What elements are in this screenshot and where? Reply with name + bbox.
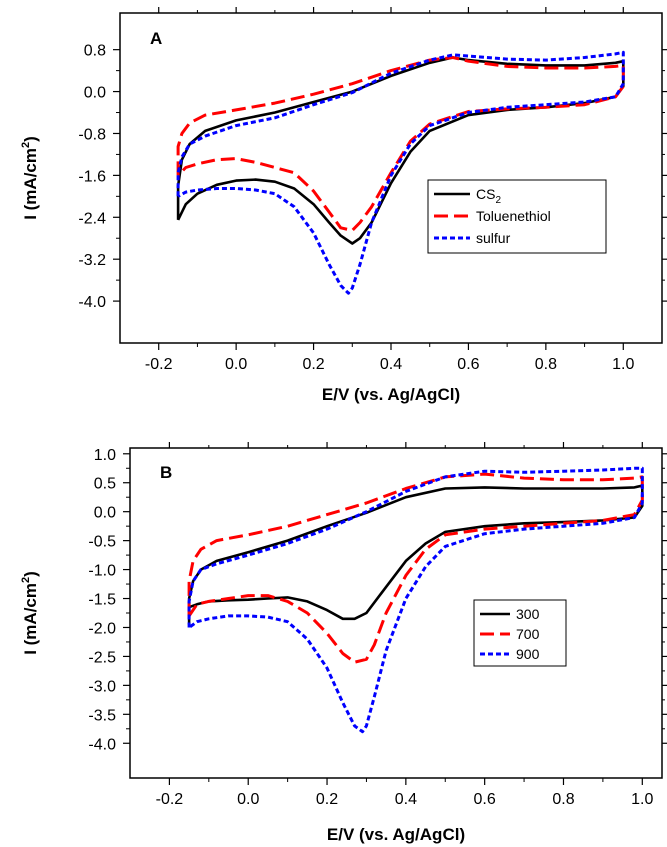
y-axis-title: I (mA/cm2) bbox=[20, 136, 40, 220]
plot-frame bbox=[129, 447, 663, 779]
series-line-2 bbox=[187, 472, 644, 664]
panel-label: A bbox=[150, 29, 162, 48]
y-tick-label: -4.0 bbox=[78, 294, 106, 311]
x-tick-label: 0.8 bbox=[552, 791, 574, 808]
y-tick-label: 0.0 bbox=[94, 505, 116, 522]
series-line-1 bbox=[187, 484, 644, 625]
y-tick-label: -2.4 bbox=[78, 210, 106, 227]
x-tick-label: 0.0 bbox=[225, 356, 247, 373]
y-tick-label: -3.0 bbox=[88, 678, 116, 695]
y-tick-label: -2.0 bbox=[88, 620, 116, 637]
y-tick-label: 0.5 bbox=[94, 476, 116, 493]
x-tick-label: 0.6 bbox=[457, 356, 479, 373]
series-line-1 bbox=[176, 56, 625, 245]
x-tick-label: -0.2 bbox=[156, 791, 184, 808]
x-tick-label: 0.4 bbox=[380, 356, 402, 373]
x-tick-label: 0.8 bbox=[535, 356, 557, 373]
y-tick-label: -0.5 bbox=[88, 534, 116, 551]
legend: 300 700 900 bbox=[473, 599, 567, 667]
legend-label: CS2 bbox=[476, 186, 501, 206]
y-tick-label: -4.0 bbox=[88, 736, 116, 753]
y-tick-label: -1.6 bbox=[78, 168, 106, 185]
y-tick-label: -2.5 bbox=[88, 649, 116, 666]
x-axis-title: E/V (vs. Ag/AgCl) bbox=[322, 385, 460, 404]
x-tick-label: -0.2 bbox=[145, 356, 173, 373]
series-line-3 bbox=[176, 50, 625, 295]
series-line-2 bbox=[176, 56, 625, 232]
x-tick-label: 0.2 bbox=[316, 791, 338, 808]
y-tick-label: -3.2 bbox=[78, 252, 106, 269]
y-tick-label: -1.0 bbox=[88, 563, 116, 580]
x-tick-label: 0.2 bbox=[302, 356, 324, 373]
series-line-3 bbox=[187, 466, 644, 734]
y-tick-label: 0.0 bbox=[84, 85, 106, 102]
x-tick-label: 0.0 bbox=[237, 791, 259, 808]
y-axis-title: I (mA/cm2) bbox=[20, 571, 40, 655]
x-tick-label: 1.0 bbox=[631, 791, 653, 808]
legend-label: sulfur bbox=[476, 230, 511, 246]
legend-label: 700 bbox=[516, 626, 540, 642]
legend-label: Toluenethiol bbox=[476, 208, 551, 224]
chart-panel-a: -0.2 0.0 0.2 0.4 0.6 0.8 1.0 0.8 0.0 -0.8 -1.6 -2.4… bbox=[20, 7, 667, 404]
y-tick-label: 0.8 bbox=[84, 43, 106, 60]
plot-frame bbox=[119, 12, 663, 344]
legend-label: 900 bbox=[516, 646, 540, 662]
x-tick-label: 1.0 bbox=[612, 356, 634, 373]
y-tick-label: -0.8 bbox=[78, 126, 106, 143]
y-tick-label: -1.5 bbox=[88, 592, 116, 609]
legend: CS2 Toluenethiol sulfur bbox=[427, 179, 607, 254]
x-axis-title: E/V (vs. Ag/AgCl) bbox=[327, 825, 465, 844]
x-tick-label: 0.4 bbox=[395, 791, 417, 808]
y-tick-label: 1.0 bbox=[94, 447, 116, 464]
chart-panel-b: -0.2 0.0 0.2 0.4 0.6 0.8 1.0 1.0 0.5 0.0 -0.5 -1.0 -… bbox=[20, 442, 667, 844]
x-tick-label: 0.6 bbox=[474, 791, 496, 808]
panel-label: B bbox=[160, 463, 172, 482]
y-tick-label: -3.5 bbox=[88, 707, 116, 724]
legend-label: 300 bbox=[516, 606, 540, 622]
